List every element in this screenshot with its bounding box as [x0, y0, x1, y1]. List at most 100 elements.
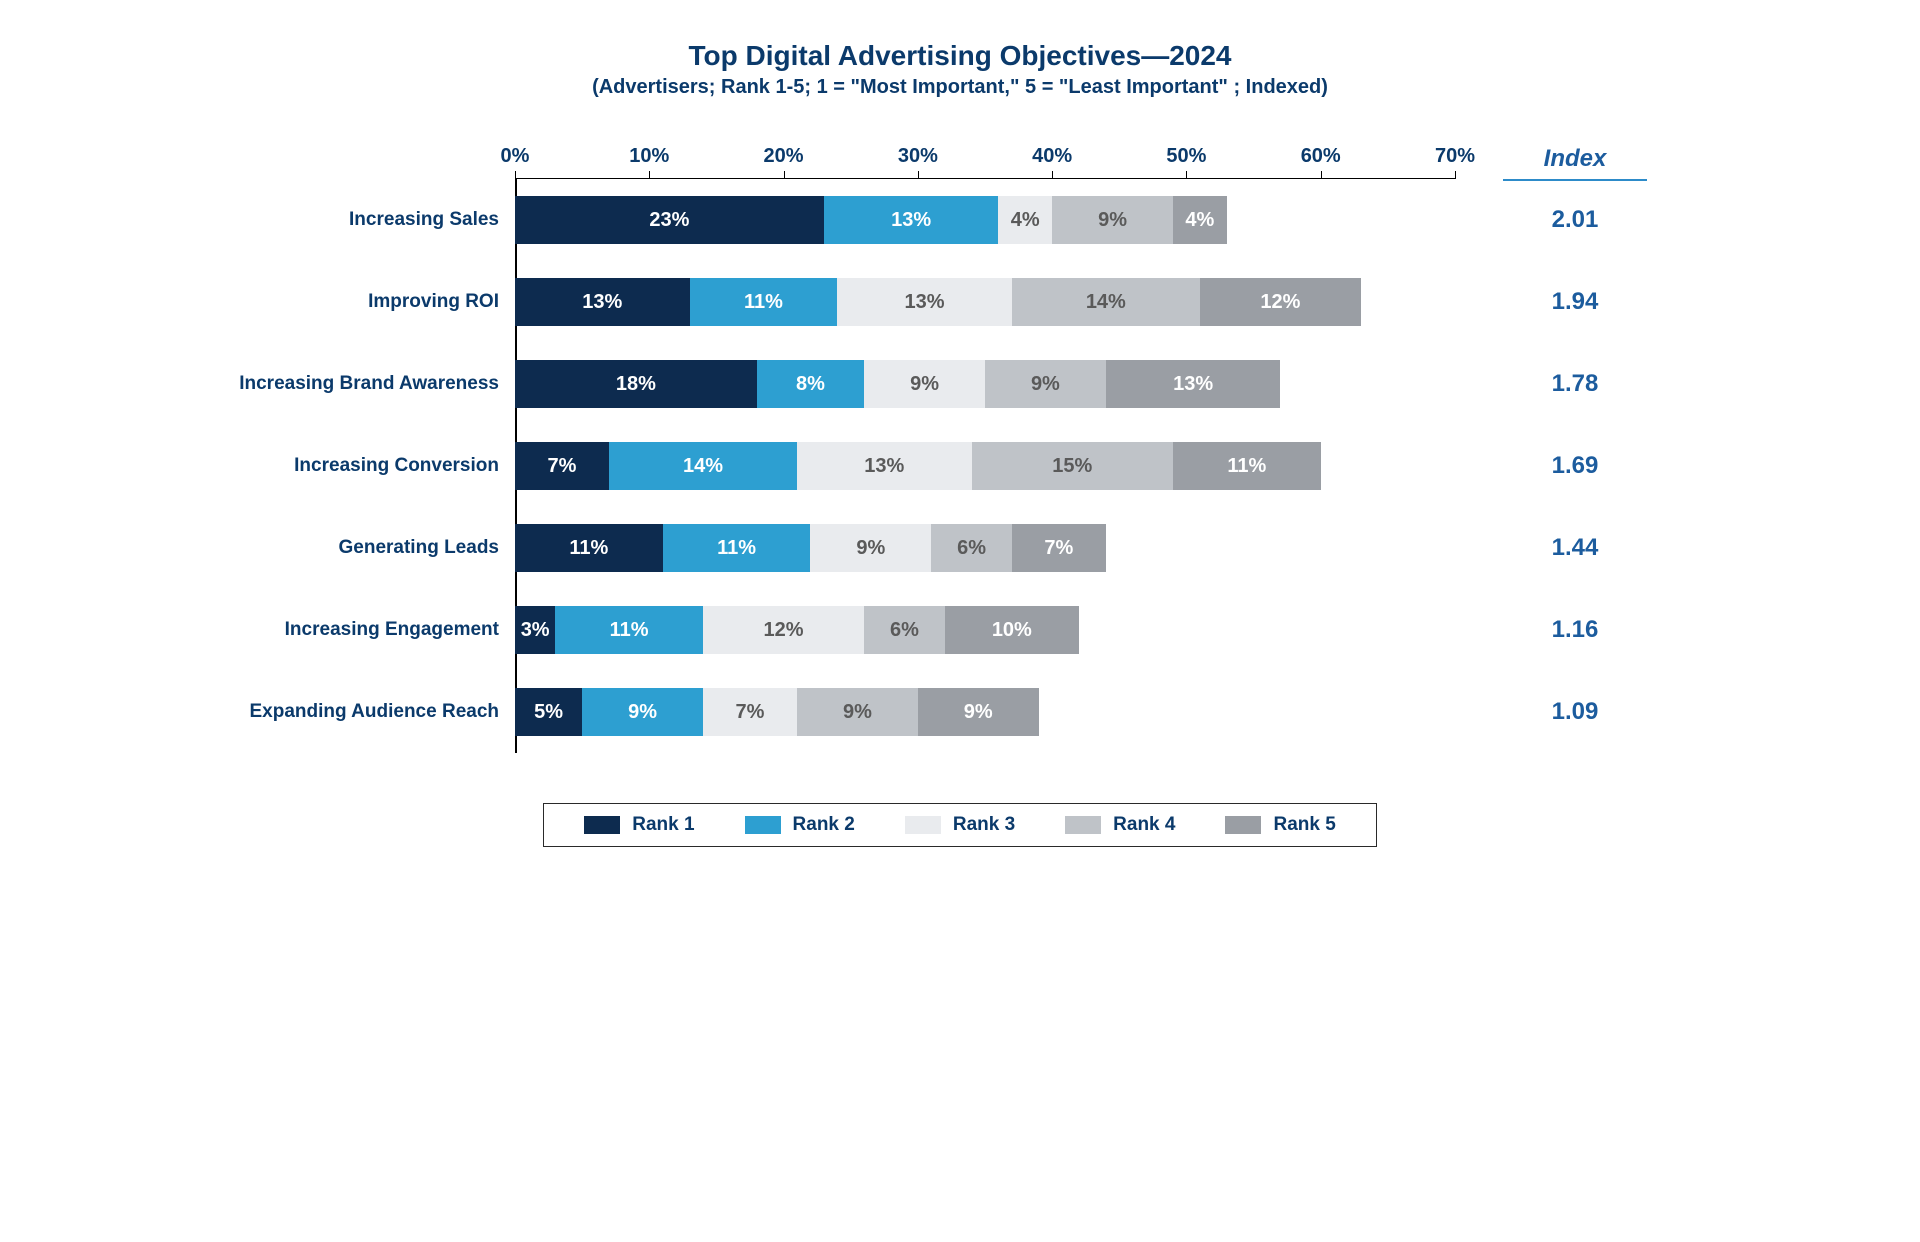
bar-segment: 11% [515, 524, 663, 572]
index-column-header: Index [1455, 145, 1695, 179]
legend-swatch [584, 816, 620, 834]
bar-plot-cell: 5%9%7%9%9% [515, 688, 1455, 736]
x-axis-line: 0%10%20%30%40%50%60%70% [515, 139, 1455, 179]
x-axis-tick [1052, 171, 1053, 179]
category-label: Generating Leads [225, 537, 515, 559]
bar-row: Increasing Engagement3%11%12%6%10%1.16 [225, 589, 1695, 671]
bar-stack: 3%11%12%6%10% [515, 606, 1455, 654]
bar-plot-cell: 7%14%13%15%11% [515, 442, 1455, 490]
bar-segment: 7% [515, 442, 609, 490]
bar-stack: 5%9%7%9%9% [515, 688, 1455, 736]
bar-segment: 13% [1106, 360, 1281, 408]
title-block: Top Digital Advertising Objectives—2024 … [225, 40, 1695, 99]
bar-segment: 4% [1173, 196, 1227, 244]
bar-segment: 11% [1173, 442, 1321, 490]
legend-swatch [1065, 816, 1101, 834]
legend-swatch [1225, 816, 1261, 834]
bar-segment: 12% [703, 606, 864, 654]
bar-plot-cell: 13%11%13%14%12% [515, 278, 1455, 326]
bar-segment: 11% [555, 606, 703, 654]
x-axis-tick-label: 40% [1032, 145, 1072, 168]
bar-plot-cell: 23%13%4%9%4% [515, 196, 1455, 244]
bar-segment: 8% [757, 360, 864, 408]
bar-row: Expanding Audience Reach5%9%7%9%9%1.09 [225, 671, 1695, 753]
bar-segment: 15% [972, 442, 1173, 490]
x-axis-tick [1186, 171, 1187, 179]
bar-segment: 7% [1012, 524, 1106, 572]
legend-item: Rank 2 [745, 814, 855, 836]
bar-segment: 13% [515, 278, 690, 326]
bar-row: Increasing Sales23%13%4%9%4%2.01 [225, 179, 1695, 261]
legend-label: Rank 2 [793, 814, 855, 836]
bar-segment: 9% [797, 688, 918, 736]
x-axis-tick-label: 0% [501, 145, 530, 168]
x-axis-tick-label: 10% [629, 145, 669, 168]
bar-segment: 9% [810, 524, 931, 572]
bar-segment: 14% [1012, 278, 1200, 326]
bar-segment: 9% [582, 688, 703, 736]
bar-segment: 14% [609, 442, 797, 490]
x-axis-tick [918, 171, 919, 179]
x-axis-tick-label: 50% [1166, 145, 1206, 168]
chart-container: Top Digital Advertising Objectives—2024 … [225, 40, 1695, 1020]
bar-segment: 9% [918, 688, 1039, 736]
legend-label: Rank 5 [1273, 814, 1335, 836]
x-axis-tick-label: 30% [898, 145, 938, 168]
x-axis-tick [1321, 171, 1322, 179]
bar-segment: 4% [998, 196, 1052, 244]
bar-segment: 9% [1052, 196, 1173, 244]
index-value: 2.01 [1455, 206, 1695, 234]
bar-row: Generating Leads11%11%9%6%7%1.44 [225, 507, 1695, 589]
bar-row: Increasing Brand Awareness18%8%9%9%13%1.… [225, 343, 1695, 425]
chart-subtitle: (Advertisers; Rank 1-5; 1 = "Most Import… [225, 76, 1695, 99]
legend-label: Rank 4 [1113, 814, 1175, 836]
category-label: Improving ROI [225, 291, 515, 313]
bar-stack: 18%8%9%9%13% [515, 360, 1455, 408]
bar-segment: 18% [515, 360, 757, 408]
x-axis-tick [649, 171, 650, 179]
bar-plot-cell: 11%11%9%6%7% [515, 524, 1455, 572]
x-axis-tick-label: 20% [764, 145, 804, 168]
bar-stack: 13%11%13%14%12% [515, 278, 1455, 326]
index-header-text: Index [1544, 145, 1607, 172]
bar-segment: 10% [945, 606, 1079, 654]
bar-segment: 6% [931, 524, 1012, 572]
legend-swatch [745, 816, 781, 834]
bar-plot-cell: 3%11%12%6%10% [515, 606, 1455, 654]
x-axis-tick-label: 60% [1301, 145, 1341, 168]
bar-plot-cell: 18%8%9%9%13% [515, 360, 1455, 408]
index-value: 1.94 [1455, 288, 1695, 316]
legend-item: Rank 4 [1065, 814, 1175, 836]
index-value: 1.16 [1455, 616, 1695, 644]
bar-stack: 23%13%4%9%4% [515, 196, 1455, 244]
bar-segment: 7% [703, 688, 797, 736]
bar-segment: 13% [837, 278, 1012, 326]
bar-row: Improving ROI13%11%13%14%12%1.94 [225, 261, 1695, 343]
x-axis: 0%10%20%30%40%50%60%70% Index [225, 139, 1695, 179]
bar-segment: 13% [824, 196, 999, 244]
index-value: 1.09 [1455, 698, 1695, 726]
legend-item: Rank 1 [584, 814, 694, 836]
index-value: 1.44 [1455, 534, 1695, 562]
x-axis-tick [784, 171, 785, 179]
bar-segment: 13% [797, 442, 972, 490]
bar-segment: 9% [985, 360, 1106, 408]
bar-stack: 11%11%9%6%7% [515, 524, 1455, 572]
chart-title: Top Digital Advertising Objectives—2024 [225, 40, 1695, 72]
legend-swatch [905, 816, 941, 834]
legend-label: Rank 1 [632, 814, 694, 836]
index-value: 1.78 [1455, 370, 1695, 398]
bar-segment: 3% [515, 606, 555, 654]
rows-holder: Increasing Sales23%13%4%9%4%2.01Improvin… [225, 179, 1695, 753]
legend-label: Rank 3 [953, 814, 1015, 836]
legend: Rank 1 Rank 2 Rank 3 Rank 4 Rank 5 [543, 803, 1377, 847]
category-label: Increasing Sales [225, 209, 515, 231]
bar-segment: 11% [663, 524, 811, 572]
bar-row: Increasing Conversion7%14%13%15%11%1.69 [225, 425, 1695, 507]
category-label: Increasing Engagement [225, 619, 515, 641]
category-label: Expanding Audience Reach [225, 701, 515, 723]
chart-plot-area: 0%10%20%30%40%50%60%70% Index Increasing… [225, 139, 1695, 753]
bar-segment: 11% [690, 278, 838, 326]
bar-segment: 6% [864, 606, 945, 654]
category-label: Increasing Conversion [225, 455, 515, 477]
